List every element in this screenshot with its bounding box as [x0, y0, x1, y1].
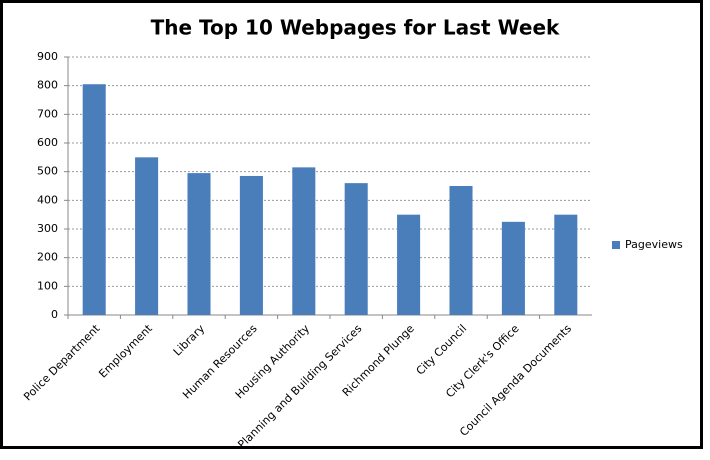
y-tick-label: 400	[37, 193, 58, 206]
bar	[292, 167, 316, 315]
y-tick-label: 0	[51, 308, 58, 321]
legend-label: Pageviews	[625, 238, 683, 251]
y-tick-label: 200	[37, 251, 58, 264]
legend-swatch	[612, 241, 620, 249]
bar	[82, 84, 106, 315]
bar	[397, 214, 421, 315]
bar	[187, 173, 211, 315]
bar	[501, 221, 525, 315]
bar	[554, 214, 578, 315]
chart-title: The Top 10 Webpages for Last Week	[151, 16, 560, 40]
bar	[449, 186, 473, 315]
y-tick-label: 900	[37, 50, 58, 63]
y-tick-label: 100	[37, 279, 58, 292]
y-tick-label: 800	[37, 79, 58, 92]
bar	[239, 175, 263, 315]
y-tick-label: 300	[37, 222, 58, 235]
y-tick-label: 700	[37, 107, 58, 120]
y-tick-label: 500	[37, 165, 58, 178]
bar	[344, 183, 368, 315]
y-tick-label: 600	[37, 136, 58, 149]
bar	[135, 157, 159, 315]
